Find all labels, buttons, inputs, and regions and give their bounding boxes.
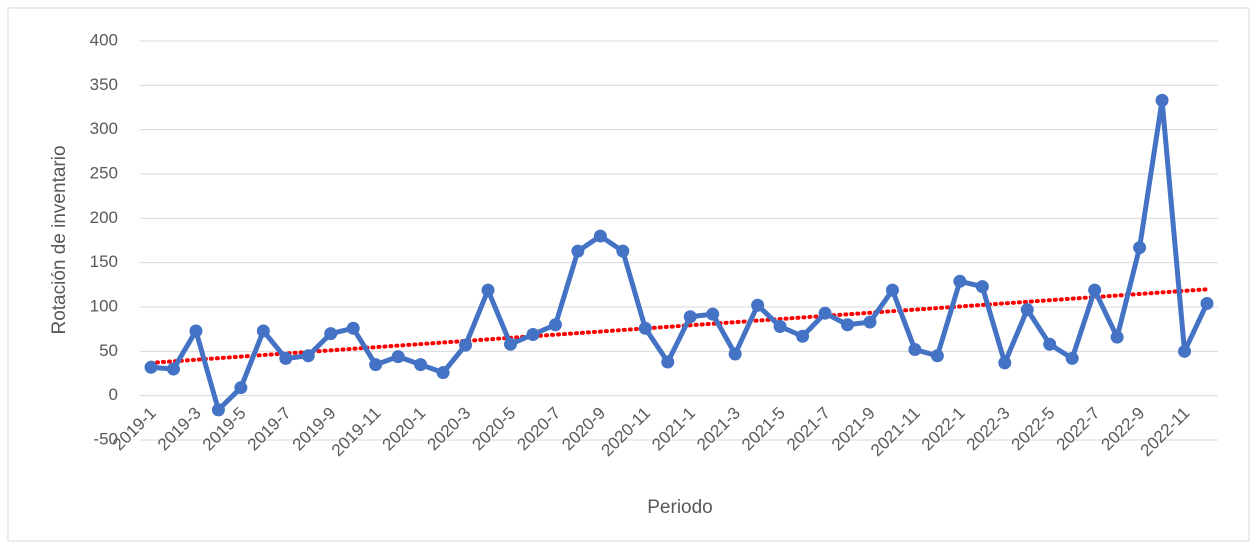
y-tick-label: 0 [109, 385, 118, 404]
data-point [1065, 351, 1079, 365]
data-point [1133, 241, 1147, 255]
data-point [751, 298, 765, 312]
data-point [1020, 303, 1034, 317]
data-point [728, 347, 742, 361]
data-point [526, 327, 540, 341]
data-point [593, 229, 607, 243]
data-point [211, 403, 225, 417]
data-point [683, 310, 697, 324]
data-point [1178, 344, 1192, 358]
data-point [279, 351, 293, 365]
data-point [841, 318, 855, 332]
y-axis-title: Rotación de inventario [49, 145, 70, 334]
data-point [346, 321, 360, 335]
y-tick-label: 200 [90, 208, 118, 227]
data-point [885, 283, 899, 297]
data-point [818, 306, 832, 320]
data-point [998, 356, 1012, 370]
data-point [548, 318, 562, 332]
data-point [953, 274, 967, 288]
data-point [661, 355, 675, 369]
data-point [256, 324, 270, 338]
y-tick-label: 400 [90, 30, 118, 49]
data-point [324, 327, 338, 341]
data-point [1043, 337, 1057, 351]
data-point [369, 358, 383, 372]
data-point [166, 362, 180, 376]
data-point [234, 381, 248, 395]
x-axis-title: Periodo [647, 497, 713, 518]
y-tick-label: 100 [90, 296, 118, 315]
data-point [638, 321, 652, 335]
data-point [1155, 93, 1169, 107]
data-point [459, 338, 473, 352]
data-point [616, 244, 630, 258]
data-point [796, 329, 810, 343]
data-point [301, 349, 315, 363]
data-point [930, 349, 944, 363]
data-point [571, 244, 585, 258]
data-point [975, 280, 989, 294]
data-point [773, 320, 787, 334]
data-point [1110, 330, 1124, 344]
data-point [189, 324, 203, 338]
y-tick-label: 300 [90, 119, 118, 138]
data-point [863, 315, 877, 329]
data-point [144, 360, 158, 374]
data-point [1088, 283, 1102, 297]
trendline [149, 287, 1209, 365]
y-tick-label: 50 [99, 341, 118, 360]
data-point [481, 283, 495, 297]
data-point [908, 343, 922, 357]
data-point [1200, 296, 1214, 310]
data-point [436, 366, 450, 380]
data-point [391, 350, 405, 364]
data-point [706, 307, 720, 321]
data-point [503, 337, 517, 351]
y-tick-label: 250 [90, 163, 118, 182]
y-tick-label: -50 [93, 429, 118, 448]
y-tick-label: 150 [90, 252, 118, 271]
data-point [414, 358, 428, 372]
y-tick-label: 350 [90, 75, 118, 94]
